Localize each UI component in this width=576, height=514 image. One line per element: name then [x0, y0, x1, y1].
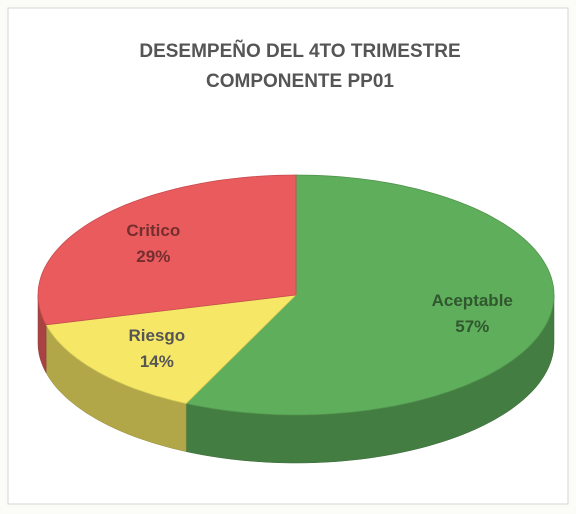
- data-label-name: Critico: [126, 221, 180, 240]
- chart-title: COMPONENTE PP01: [206, 71, 394, 92]
- data-label: 29%: [136, 247, 170, 266]
- data-label-name: Riesgo: [129, 326, 186, 345]
- slice: [45, 294, 298, 405]
- slice: [37, 174, 297, 326]
- data-label: 57%: [455, 317, 489, 336]
- chart-title: DESEMPEÑO DEL 4TO TRIMESTRE: [139, 40, 460, 62]
- slice: [185, 174, 555, 416]
- data-label-name: Aceptable: [432, 291, 513, 310]
- data-label: 14%: [140, 352, 174, 371]
